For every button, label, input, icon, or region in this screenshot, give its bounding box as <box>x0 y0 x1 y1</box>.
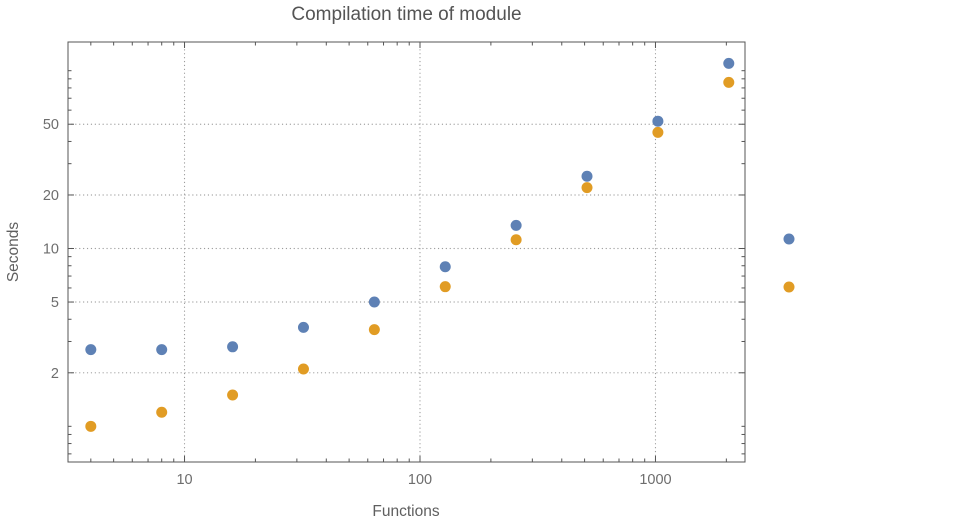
legend-marker-2 <box>783 281 795 293</box>
data-point-series-blue <box>439 261 451 273</box>
x-tick-label: 10 <box>176 472 192 488</box>
data-point-series-blue <box>581 170 593 182</box>
data-point-series-blue <box>510 219 522 231</box>
x-tick-label: 1000 <box>639 472 671 488</box>
data-point-series-blue <box>227 341 239 353</box>
chart-title: Compilation time of module <box>291 4 522 25</box>
y-tick-label: 50 <box>43 117 59 133</box>
data-point-series-orange <box>510 234 522 246</box>
y-tick-label: 10 <box>43 242 59 258</box>
data-point-series-orange <box>156 406 168 418</box>
y-tick-label: 20 <box>43 188 59 204</box>
legend-marker-1 <box>783 233 795 245</box>
data-point-series-blue <box>85 344 97 356</box>
data-point-series-orange <box>723 76 735 88</box>
data-point-series-orange <box>227 389 239 401</box>
data-point-series-blue <box>368 296 380 308</box>
data-point-series-orange <box>652 126 664 138</box>
data-point-series-blue <box>723 57 735 69</box>
data-point-series-blue <box>156 344 168 356</box>
x-tick-label: 100 <box>408 472 432 488</box>
data-point-series-blue <box>297 321 309 333</box>
plot-frame <box>67 41 746 463</box>
y-tick-label: 5 <box>51 295 59 311</box>
data-point-series-orange <box>439 281 451 293</box>
data-point-series-orange <box>581 182 593 194</box>
data-point-series-orange <box>297 363 309 375</box>
data-point-series-orange <box>85 420 97 432</box>
data-point-series-blue <box>652 115 664 127</box>
x-axis-label: Functions <box>372 503 440 520</box>
y-tick-label: 2 <box>51 366 59 382</box>
data-point-series-orange <box>368 324 380 336</box>
